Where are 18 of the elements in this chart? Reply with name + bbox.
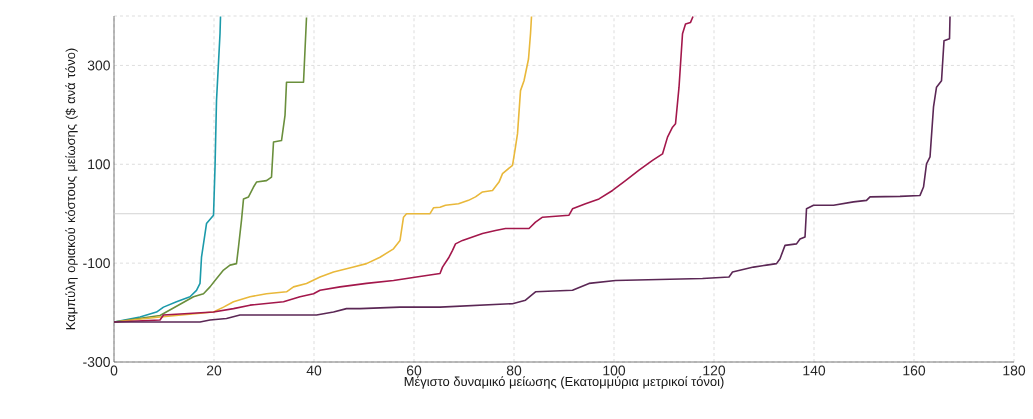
- line-series: [114, 16, 951, 323]
- x-tick-label: 100: [603, 365, 626, 376]
- x-tick-label: 40: [306, 365, 322, 376]
- y-axis-title: Καμπύλη οριακού κόστους μείωσης ($ ανά τόνο): [65, 48, 78, 330]
- x-tick-label: 80: [506, 365, 522, 376]
- x-tick-label: 60: [406, 365, 422, 376]
- y-tick-label: 300: [87, 60, 110, 71]
- y-tick-label: -100: [83, 258, 110, 269]
- x-tick-label: 20: [206, 365, 222, 376]
- x-tick-label: 180: [1003, 365, 1026, 376]
- y-tick-label: -300: [83, 357, 110, 367]
- x-tick-label: 120: [703, 365, 726, 376]
- line-series: [114, 16, 222, 323]
- x-tick-label: 0: [110, 365, 118, 376]
- y-tick-label: 100: [88, 159, 110, 170]
- x-axis-title: Μέγιστο δυναμικό μείωσης (Εκατομμύρια μετρικοί τόνοι): [404, 376, 724, 389]
- x-tick-label: 160: [903, 365, 926, 376]
- x-tick-label: 140: [803, 365, 826, 376]
